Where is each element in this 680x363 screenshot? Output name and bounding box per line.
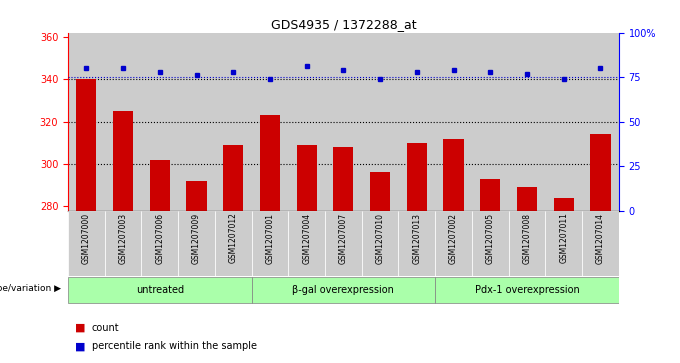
Bar [472, 33, 509, 211]
Text: untreated: untreated [136, 285, 184, 295]
Bar [68, 277, 252, 303]
Text: GSM1207004: GSM1207004 [302, 212, 311, 264]
Bar [288, 33, 325, 211]
Bar [517, 187, 537, 211]
Bar [370, 172, 390, 211]
Bar [178, 33, 215, 211]
Bar [113, 111, 133, 211]
Bar [480, 179, 500, 211]
Bar [68, 33, 105, 211]
Bar [509, 33, 545, 211]
Bar [472, 211, 509, 276]
Bar [435, 33, 472, 211]
Bar [178, 211, 215, 276]
Text: GSM1207012: GSM1207012 [228, 212, 238, 264]
Text: GSM1207006: GSM1207006 [155, 212, 165, 264]
Text: GSM1207010: GSM1207010 [375, 212, 385, 264]
Bar [150, 160, 170, 211]
Bar [252, 33, 288, 211]
Bar [398, 211, 435, 276]
Bar [105, 33, 141, 211]
Bar [582, 33, 619, 211]
Bar [545, 211, 582, 276]
Bar [407, 143, 427, 211]
Text: GSM1207003: GSM1207003 [118, 212, 128, 264]
Bar [68, 211, 105, 276]
Bar [288, 211, 325, 276]
Text: ■: ■ [75, 341, 85, 351]
Bar [554, 198, 574, 211]
Bar [443, 139, 464, 211]
Bar [215, 211, 252, 276]
Bar [333, 147, 354, 211]
Text: GSM1207007: GSM1207007 [339, 212, 348, 264]
Bar [260, 115, 280, 211]
Text: GSM1207009: GSM1207009 [192, 212, 201, 264]
Text: count: count [92, 323, 120, 333]
Text: GSM1207001: GSM1207001 [265, 212, 275, 264]
Bar [398, 33, 435, 211]
Bar [252, 211, 288, 276]
Text: Pdx-1 overexpression: Pdx-1 overexpression [475, 285, 579, 295]
Bar [105, 211, 141, 276]
Bar [362, 33, 398, 211]
Text: GSM1207013: GSM1207013 [412, 212, 422, 264]
Text: GSM1207005: GSM1207005 [486, 212, 495, 264]
Text: GSM1207000: GSM1207000 [82, 212, 91, 264]
Text: GSM1207011: GSM1207011 [559, 212, 568, 264]
Text: genotype/variation ▶: genotype/variation ▶ [0, 285, 61, 293]
Bar [325, 33, 362, 211]
Bar [186, 181, 207, 211]
Text: GSM1207008: GSM1207008 [522, 212, 532, 264]
Bar [590, 134, 611, 211]
Bar [223, 145, 243, 211]
Bar [325, 211, 362, 276]
Bar [141, 33, 178, 211]
Bar [509, 211, 545, 276]
Bar [252, 277, 435, 303]
Text: β-gal overexpression: β-gal overexpression [292, 285, 394, 295]
Bar [141, 211, 178, 276]
Bar [215, 33, 252, 211]
Bar [76, 79, 97, 211]
Text: GSM1207014: GSM1207014 [596, 212, 605, 264]
Text: GSM1207002: GSM1207002 [449, 212, 458, 264]
Bar [362, 211, 398, 276]
Bar [545, 33, 582, 211]
Title: GDS4935 / 1372288_at: GDS4935 / 1372288_at [271, 19, 416, 32]
Bar [435, 211, 472, 276]
Bar [435, 277, 619, 303]
Bar [582, 211, 619, 276]
Text: percentile rank within the sample: percentile rank within the sample [92, 341, 257, 351]
Bar [296, 145, 317, 211]
Text: ■: ■ [75, 323, 85, 333]
